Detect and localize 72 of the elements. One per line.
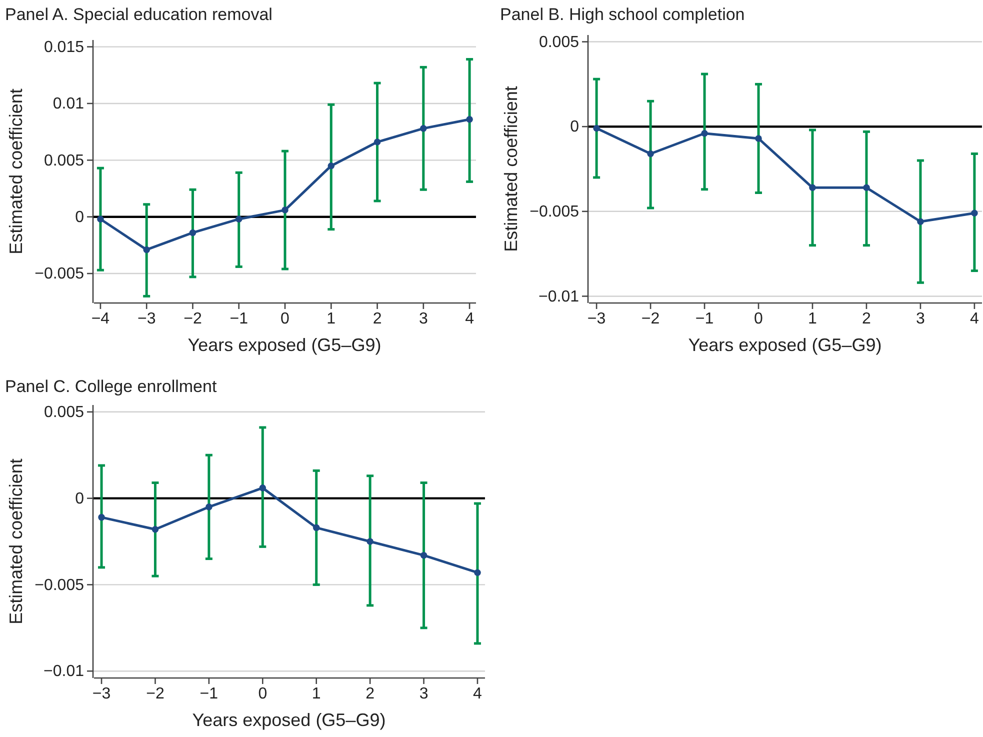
point <box>98 514 105 521</box>
x-tick-label: 1 <box>326 310 336 328</box>
x-tick-label: 4 <box>473 685 482 702</box>
point <box>189 229 196 236</box>
x-tick-label: −4 <box>91 310 110 328</box>
x-tick-label: 4 <box>465 310 474 328</box>
y-tick-label: −0.01 <box>538 288 580 306</box>
x-tick-label: 1 <box>312 685 321 702</box>
point <box>474 569 481 576</box>
x-tick-label: 2 <box>366 685 375 702</box>
point <box>374 138 381 146</box>
x-tick-label: −1 <box>695 310 714 328</box>
point <box>420 125 427 132</box>
x-axis-title: Years exposed (G5–G9) <box>192 710 386 730</box>
y-tick-label: 0 <box>75 490 84 508</box>
point <box>328 162 335 170</box>
point <box>755 135 762 142</box>
x-axis-title: Years exposed (G5–G9) <box>188 335 382 355</box>
point <box>282 206 288 214</box>
y-tick-label: 0.005 <box>538 34 580 51</box>
y-tick-label: 0.005 <box>44 152 84 170</box>
point <box>809 184 816 192</box>
point <box>863 184 870 192</box>
y-tick-label: −0.005 <box>530 204 580 221</box>
x-tick-label: 3 <box>419 685 428 702</box>
chart-title: Panel C. College enrollment <box>5 377 217 396</box>
x-tick-label: −2 <box>146 685 164 702</box>
point <box>971 210 978 216</box>
point <box>259 484 266 492</box>
point <box>152 526 159 533</box>
y-tick-label: 0.015 <box>44 38 84 56</box>
y-axis-title: Estimated coefficient <box>6 88 26 254</box>
y-tick-label: −0.005 <box>34 266 84 283</box>
y-tick-label: 0.01 <box>52 96 84 113</box>
point <box>701 130 708 137</box>
point <box>206 504 212 510</box>
point <box>593 124 600 132</box>
x-tick-label: −1 <box>200 685 218 702</box>
point <box>235 216 242 222</box>
y-tick-label: −0.01 <box>44 663 84 680</box>
x-tick-label: 3 <box>418 310 428 328</box>
x-tick-label: −1 <box>230 310 248 328</box>
point <box>420 552 428 559</box>
x-tick-label: 3 <box>916 310 926 328</box>
x-tick-label: 4 <box>970 310 979 328</box>
chart-title: Panel B. High school completion <box>500 5 745 24</box>
point <box>97 216 104 222</box>
x-tick-label: 0 <box>280 310 290 328</box>
point <box>466 116 473 123</box>
x-tick-label: −2 <box>641 310 660 328</box>
point <box>366 538 374 545</box>
chart-title: Panel A. Special education removal <box>5 5 272 24</box>
point <box>312 524 320 532</box>
y-axis-title: Estimated coefficient <box>501 86 521 252</box>
x-tick-label: −3 <box>137 310 156 328</box>
y-tick-label: 0.005 <box>44 404 84 422</box>
x-tick-label: 0 <box>258 685 268 702</box>
x-tick-label: −2 <box>184 310 202 328</box>
x-tick-label: 2 <box>372 310 382 328</box>
y-axis-title: Estimated coefficient <box>6 458 26 624</box>
point <box>143 246 150 254</box>
x-tick-label: −3 <box>587 310 606 328</box>
x-tick-label: 1 <box>808 310 818 328</box>
y-tick-label: −0.005 <box>34 576 84 594</box>
x-axis-title: Years exposed (G5–G9) <box>688 335 882 355</box>
x-tick-label: −3 <box>92 685 111 702</box>
x-tick-label: 2 <box>862 310 872 328</box>
y-tick-label: 0 <box>75 208 84 226</box>
y-tick-label: 0 <box>570 118 580 136</box>
point <box>917 218 924 225</box>
point <box>647 150 654 158</box>
x-tick-label: 0 <box>754 310 764 328</box>
